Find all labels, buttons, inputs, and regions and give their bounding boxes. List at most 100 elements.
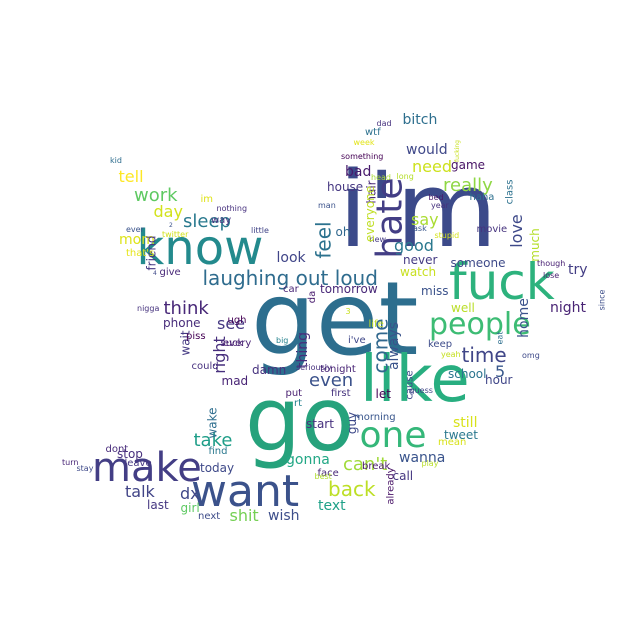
cloud-word: let: [375, 387, 391, 401]
cloud-word: people: [429, 307, 531, 342]
cloud-word: damn: [252, 363, 287, 377]
cloud-word: year: [431, 201, 449, 210]
cloud-word: wtf: [365, 127, 381, 138]
cloud-word: bitch: [402, 112, 438, 128]
cloud-word: i'm: [338, 149, 498, 271]
cloud-word: leave: [124, 458, 152, 469]
cloud-word: nigga: [137, 304, 160, 313]
cloud-word: turn: [62, 458, 79, 467]
cloud-word: piss: [186, 331, 206, 342]
cloud-word: make: [92, 445, 202, 491]
cloud-word: seriously: [296, 363, 332, 372]
cloud-word: good: [394, 236, 434, 255]
cloud-word: today: [200, 461, 235, 475]
cloud-word: much: [527, 228, 542, 262]
cloud-word: kid: [110, 156, 122, 165]
cloud-word: can't: [343, 454, 388, 475]
cloud-word: house: [327, 180, 364, 194]
cloud-word: already: [385, 467, 397, 505]
cloud-word: head: [371, 173, 391, 182]
cloud-word: one: [359, 415, 427, 456]
cloud-word: big: [276, 336, 289, 345]
cloud-word: break: [362, 461, 391, 472]
cloud-word: little: [251, 226, 269, 235]
cloud-word: mean: [438, 437, 467, 448]
cloud-word: tweet: [444, 428, 478, 442]
cloud-word: next: [198, 511, 221, 522]
cloud-word: wanna: [399, 450, 446, 466]
cloud-word: morning: [354, 412, 396, 423]
cloud-word: 4: [153, 270, 157, 277]
cloud-word: text: [318, 498, 346, 514]
cloud-word: start: [306, 417, 334, 431]
cloud-word: take: [193, 430, 233, 451]
cloud-word: car: [283, 284, 299, 295]
cloud-word: go: [245, 368, 355, 471]
cloud-word: dont: [105, 444, 129, 455]
cloud-word: feel: [311, 221, 336, 259]
cloud-word: though: [537, 259, 566, 268]
cloud-word: lose: [543, 271, 560, 280]
cloud-word: get: [251, 260, 419, 379]
cloud-word: oh: [335, 225, 351, 239]
cloud-word: bed: [428, 193, 444, 202]
cloud-word: think: [163, 298, 209, 319]
cloud-word: yeah: [441, 350, 461, 359]
cloud-word: time: [461, 343, 507, 367]
cloud-word: i've: [348, 335, 366, 346]
cloud-word: wish: [268, 508, 300, 524]
cloud-word: work: [134, 185, 178, 206]
cloud-word: ugh: [227, 315, 247, 326]
cloud-word: im: [200, 194, 214, 205]
cloud-word: face: [317, 468, 339, 479]
cloud-word: hour: [485, 373, 513, 387]
cloud-word: night: [550, 300, 587, 316]
cloud-word: fuck: [449, 253, 555, 311]
cloud-word: laughing out loud: [202, 266, 378, 290]
cloud-word: last: [147, 498, 169, 512]
cloud-word: play: [421, 459, 439, 468]
cloud-word: 5: [495, 362, 506, 381]
cloud-word: look: [276, 250, 306, 266]
cloud-word: week: [353, 138, 375, 147]
cloud-word: want: [191, 466, 300, 517]
cloud-word: day: [153, 202, 183, 221]
cloud-word: long: [396, 172, 414, 181]
cloud-word: still: [453, 415, 478, 431]
cloud-word: man: [318, 201, 336, 210]
cloud-word: something: [341, 152, 384, 161]
cloud-word: try: [568, 262, 588, 278]
cloud-word: best: [314, 472, 332, 481]
cloud-word: that's: [126, 248, 155, 259]
cloud-word: really: [443, 175, 493, 196]
cloud-word: da: [307, 290, 319, 304]
cloud-word: new: [369, 235, 387, 244]
cloud-word: gonna: [286, 452, 330, 468]
cloud-word: class: [503, 179, 515, 205]
cloud-word: home: [515, 298, 532, 338]
cloud-word: 3: [345, 307, 351, 316]
cloud-word: life: [368, 319, 384, 330]
cloud-word: stupid: [434, 231, 460, 240]
cloud-word: way: [211, 215, 232, 226]
cloud-word: love: [506, 214, 526, 248]
cloud-word: twitter: [162, 230, 189, 239]
cloud-word: dad: [376, 119, 392, 128]
cloud-word: call: [392, 469, 414, 483]
cloud-word: give: [159, 267, 181, 278]
cloud-word: like: [360, 343, 470, 417]
cloud-word: need: [412, 157, 452, 176]
cloud-word: every: [223, 338, 252, 349]
cloud-word: first: [331, 388, 351, 399]
cloud-word: shit: [229, 506, 259, 525]
cloud-word: guess: [409, 386, 433, 395]
cloud-word: since: [596, 289, 606, 311]
cloud-word: mad: [221, 374, 249, 388]
cloud-word: girl: [180, 501, 200, 515]
cloud-word: never: [403, 253, 438, 267]
cloud-word: always: [386, 321, 403, 371]
cloud-word: find: [208, 446, 228, 457]
cloud-word: talk: [125, 482, 155, 501]
cloud-word: phone: [163, 316, 201, 330]
